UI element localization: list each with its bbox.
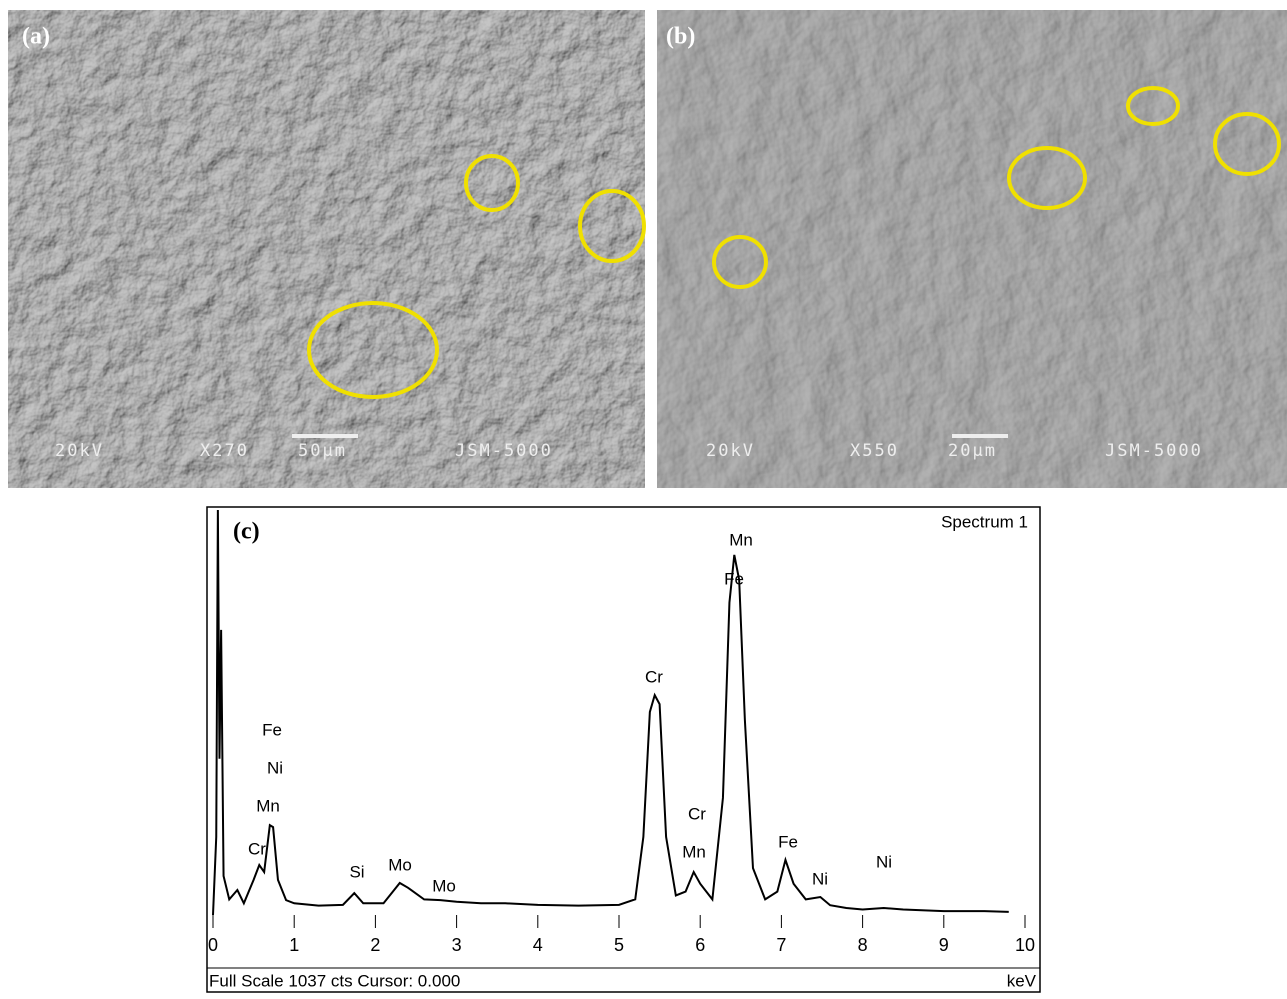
peak-label: Mn <box>682 842 706 861</box>
voltage: 20kV <box>55 441 104 461</box>
peak-label: Ni <box>267 758 283 777</box>
sem-image-a: (a) 20kV X270 50μm JSM-5000 <box>8 10 645 488</box>
instrument: JSM-5000 <box>1105 441 1203 461</box>
peak-label: Cr <box>688 804 706 823</box>
x-tick-label: 10 <box>1015 935 1035 955</box>
x-tick-label: 5 <box>614 935 624 955</box>
figure: (a) 20kV X270 50μm JSM-5000 (b) 20kV X55… <box>0 0 1287 994</box>
peak-label: Mn <box>729 530 753 549</box>
spectrum-chart: (c) Spectrum 1 keV Full Scale 1037 cts C… <box>207 507 1040 992</box>
x-tick-label: 9 <box>939 935 949 955</box>
magnification: X550 <box>850 441 899 461</box>
chart-title: Spectrum 1 <box>941 512 1028 531</box>
peak-label: Fe <box>778 832 798 851</box>
peak-label: Cr <box>645 667 663 686</box>
x-tick-label: 1 <box>289 935 299 955</box>
instrument: JSM-5000 <box>455 441 553 461</box>
x-tick-label: 6 <box>695 935 705 955</box>
peak-label: Ni <box>876 852 892 871</box>
panel-label: (b) <box>666 24 695 50</box>
x-axis-label: keV <box>1007 971 1037 990</box>
peak-label: Mo <box>388 855 412 874</box>
peak-label: Fe <box>262 720 282 739</box>
voltage: 20kV <box>706 441 755 461</box>
x-tick-label: 7 <box>776 935 786 955</box>
footer: Full Scale 1037 cts Cursor: 0.000 <box>209 971 460 990</box>
x-tick-label: 8 <box>858 935 868 955</box>
magnification: X270 <box>200 441 249 461</box>
peak-label: Si <box>349 862 364 881</box>
x-tick-label: 0 <box>208 935 218 955</box>
scale: 20μm <box>948 441 997 461</box>
x-tick-label: 2 <box>370 935 380 955</box>
peak-label: Cr <box>248 839 266 858</box>
sem-image-b: (b) 20kV X550 20μm JSM-5000 <box>657 10 1287 488</box>
x-tick-label: 4 <box>533 935 543 955</box>
peak-label: Mn <box>256 796 280 815</box>
peak-label: Mo <box>432 876 456 895</box>
peak-label: Ni <box>812 869 828 888</box>
x-tick-label: 3 <box>452 935 462 955</box>
peak-label: Fe <box>724 569 744 588</box>
scale: 50μm <box>298 441 347 461</box>
panel-label: (c) <box>233 519 260 545</box>
panel-label: (a) <box>22 24 50 50</box>
